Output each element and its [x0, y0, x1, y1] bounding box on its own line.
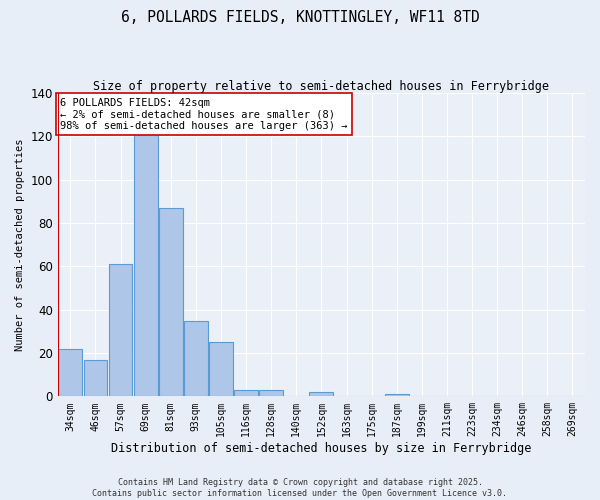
- Bar: [259, 390, 283, 396]
- Text: Contains HM Land Registry data © Crown copyright and database right 2025.
Contai: Contains HM Land Registry data © Crown c…: [92, 478, 508, 498]
- Bar: [159, 208, 182, 396]
- Bar: [234, 390, 258, 396]
- Bar: [109, 264, 133, 396]
- Y-axis label: Number of semi-detached properties: Number of semi-detached properties: [15, 138, 25, 351]
- Bar: [209, 342, 233, 396]
- Text: 6, POLLARDS FIELDS, KNOTTINGLEY, WF11 8TD: 6, POLLARDS FIELDS, KNOTTINGLEY, WF11 8T…: [121, 10, 479, 25]
- Bar: [83, 360, 107, 397]
- Bar: [134, 119, 158, 396]
- Bar: [385, 394, 409, 396]
- Bar: [184, 320, 208, 396]
- Bar: [310, 392, 334, 396]
- Title: Size of property relative to semi-detached houses in Ferrybridge: Size of property relative to semi-detach…: [94, 80, 550, 93]
- X-axis label: Distribution of semi-detached houses by size in Ferrybridge: Distribution of semi-detached houses by …: [111, 442, 532, 455]
- Text: 6 POLLARDS FIELDS: 42sqm
← 2% of semi-detached houses are smaller (8)
98% of sem: 6 POLLARDS FIELDS: 42sqm ← 2% of semi-de…: [61, 98, 348, 130]
- Bar: [58, 348, 82, 397]
